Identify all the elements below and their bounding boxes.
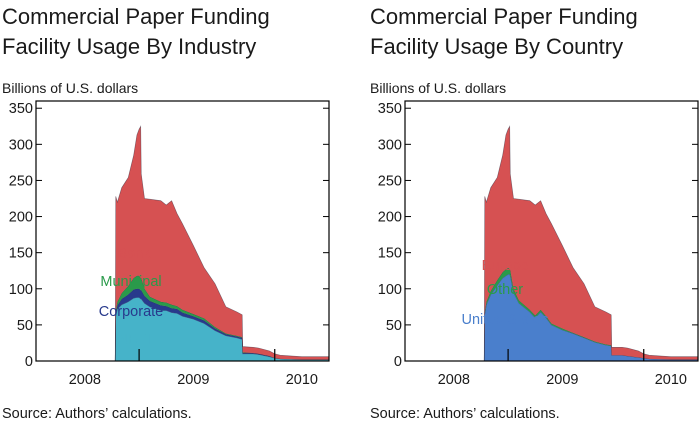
y-tick-label: 150 <box>9 246 33 262</box>
right-source-note: Source: Authors’ calculations. <box>370 406 560 422</box>
right-title-line1: Commercial Paper Funding <box>370 4 638 29</box>
y-tick-label: 100 <box>9 282 33 298</box>
plot-frame <box>35 100 330 362</box>
right-unit-label: Billions of U.S. dollars <box>370 80 507 96</box>
series-label-united-states: United States <box>461 312 548 328</box>
y-tick-label: 200 <box>9 210 33 226</box>
series-label-bank: Bank <box>117 246 151 262</box>
plot-frame <box>404 100 699 362</box>
left-title-line1: Commercial Paper Funding <box>2 4 270 29</box>
x-tick-label-2009: 2009 <box>177 372 209 388</box>
y-tick-label: 300 <box>378 137 402 153</box>
area-edge-bank <box>36 125 329 362</box>
left-title-line2: Facility Usage By Industry <box>2 34 257 59</box>
x-tick-label-2010: 2010 <box>286 372 318 388</box>
area-series-europe <box>405 126 698 361</box>
x-tick-label-2010: 2010 <box>655 372 687 388</box>
left-chart-title: Commercial Paper Funding Facility Usage … <box>2 2 270 62</box>
area-edge-nbfi <box>36 297 329 362</box>
x-tick-label-2008: 2008 <box>438 372 470 388</box>
x-tick-label-2009: 2009 <box>546 372 578 388</box>
chart-panel-1: 0 50 100 150 200 250 300 350 2008 2009 2010 Europe O… <box>378 100 699 388</box>
y-tick-label: 300 <box>9 137 33 153</box>
y-tick-label: 150 <box>378 246 402 262</box>
area-series-bank <box>36 126 329 361</box>
area-edge-europe <box>405 125 698 362</box>
right-chart-title: Commercial Paper Funding Facility Usage … <box>370 2 638 62</box>
y-tick-label: 50 <box>17 318 33 334</box>
chart-panel-0: 0 50 100 150 200 250 300 350 2008 2009 2010 Bank Mun… <box>9 100 330 388</box>
y-tick-label: 0 <box>25 354 33 370</box>
series-label-other: Other <box>487 282 523 298</box>
y-tick-label: 350 <box>378 101 402 117</box>
y-tick-label: 200 <box>378 210 402 226</box>
y-tick-label: 250 <box>378 173 402 189</box>
series-label-nbfi: NBFI <box>117 332 150 348</box>
left-source-note: Source: Authors’ calculations. <box>2 406 192 422</box>
y-tick-label: 350 <box>9 101 33 117</box>
area-series-nbfi <box>36 297 329 361</box>
area-series-united-states <box>405 274 698 361</box>
y-tick-label: 100 <box>378 282 402 298</box>
y-tick-label: 0 <box>394 354 402 370</box>
right-title-line2: Facility Usage By Country <box>370 34 624 59</box>
y-tick-label: 250 <box>9 173 33 189</box>
series-label-municipal: Municipal <box>100 274 161 290</box>
series-label-europe: Europe <box>482 258 529 274</box>
y-tick-label: 50 <box>386 318 402 334</box>
x-tick-label-2008: 2008 <box>69 372 101 388</box>
series-label-corporate: Corporate <box>99 304 163 320</box>
left-unit-label: Billions of U.S. dollars <box>2 80 139 96</box>
